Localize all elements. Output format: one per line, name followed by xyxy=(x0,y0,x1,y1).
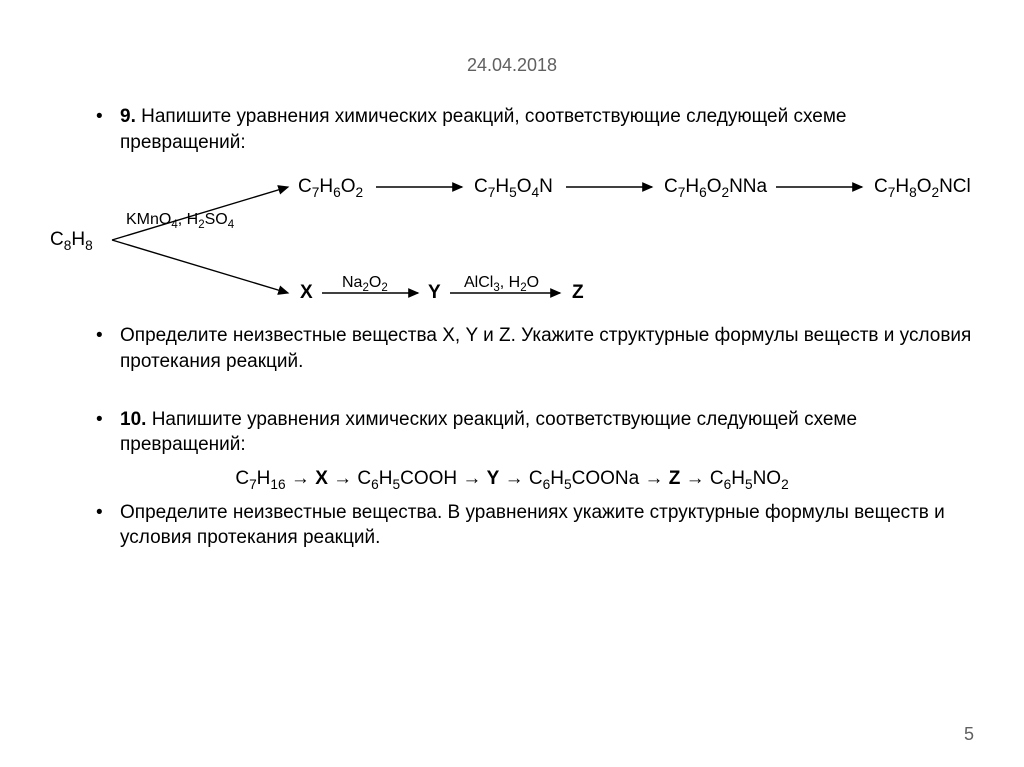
scheme1-top-2: C7H5O4N xyxy=(474,176,553,198)
scheme2: C7H16 → X → C6H5COOH → Y → C6H5COONa → Z… xyxy=(50,468,974,490)
q10-note: Определите неизвестные вещества. В уравн… xyxy=(90,500,974,551)
scheme1: C8H8 KMnO4, H2SO4 C7H6O2 C7H5O4N C7H6O2N… xyxy=(50,165,974,315)
scheme1-start: C8H8 xyxy=(50,229,93,251)
scheme1-top-4: C7H8O2NCl xyxy=(874,176,971,198)
scheme1-r1: Na2O2 xyxy=(342,274,388,292)
q10-intro-text: Напишите уравнения химических реакций, с… xyxy=(120,409,857,456)
scheme1-Y: Y xyxy=(428,282,441,304)
scheme1-top-3: C7H6O2NNa xyxy=(664,176,767,198)
page-number: 5 xyxy=(964,724,974,745)
scheme1-reagent-start: KMnO4, H2SO4 xyxy=(126,211,234,229)
q9-note: Определите неизвестные вещества Х, Y и Z… xyxy=(90,323,974,374)
scheme1-Z: Z xyxy=(572,282,584,304)
scheme1-top-1: C7H6O2 xyxy=(298,176,363,198)
q9-intro: 9. Напишите уравнения химических реакций… xyxy=(90,104,974,155)
scheme1-r2: AlCl3, H2O xyxy=(464,274,539,292)
q9-num: 9. xyxy=(120,106,136,127)
date-header: 24.04.2018 xyxy=(50,55,974,76)
q9-intro-text: Напишите уравнения химических реакций, с… xyxy=(120,106,847,153)
q10-intro: 10. Напишите уравнения химических реакци… xyxy=(90,407,974,458)
q10-num: 10. xyxy=(120,409,146,430)
scheme1-X: X xyxy=(300,282,313,304)
